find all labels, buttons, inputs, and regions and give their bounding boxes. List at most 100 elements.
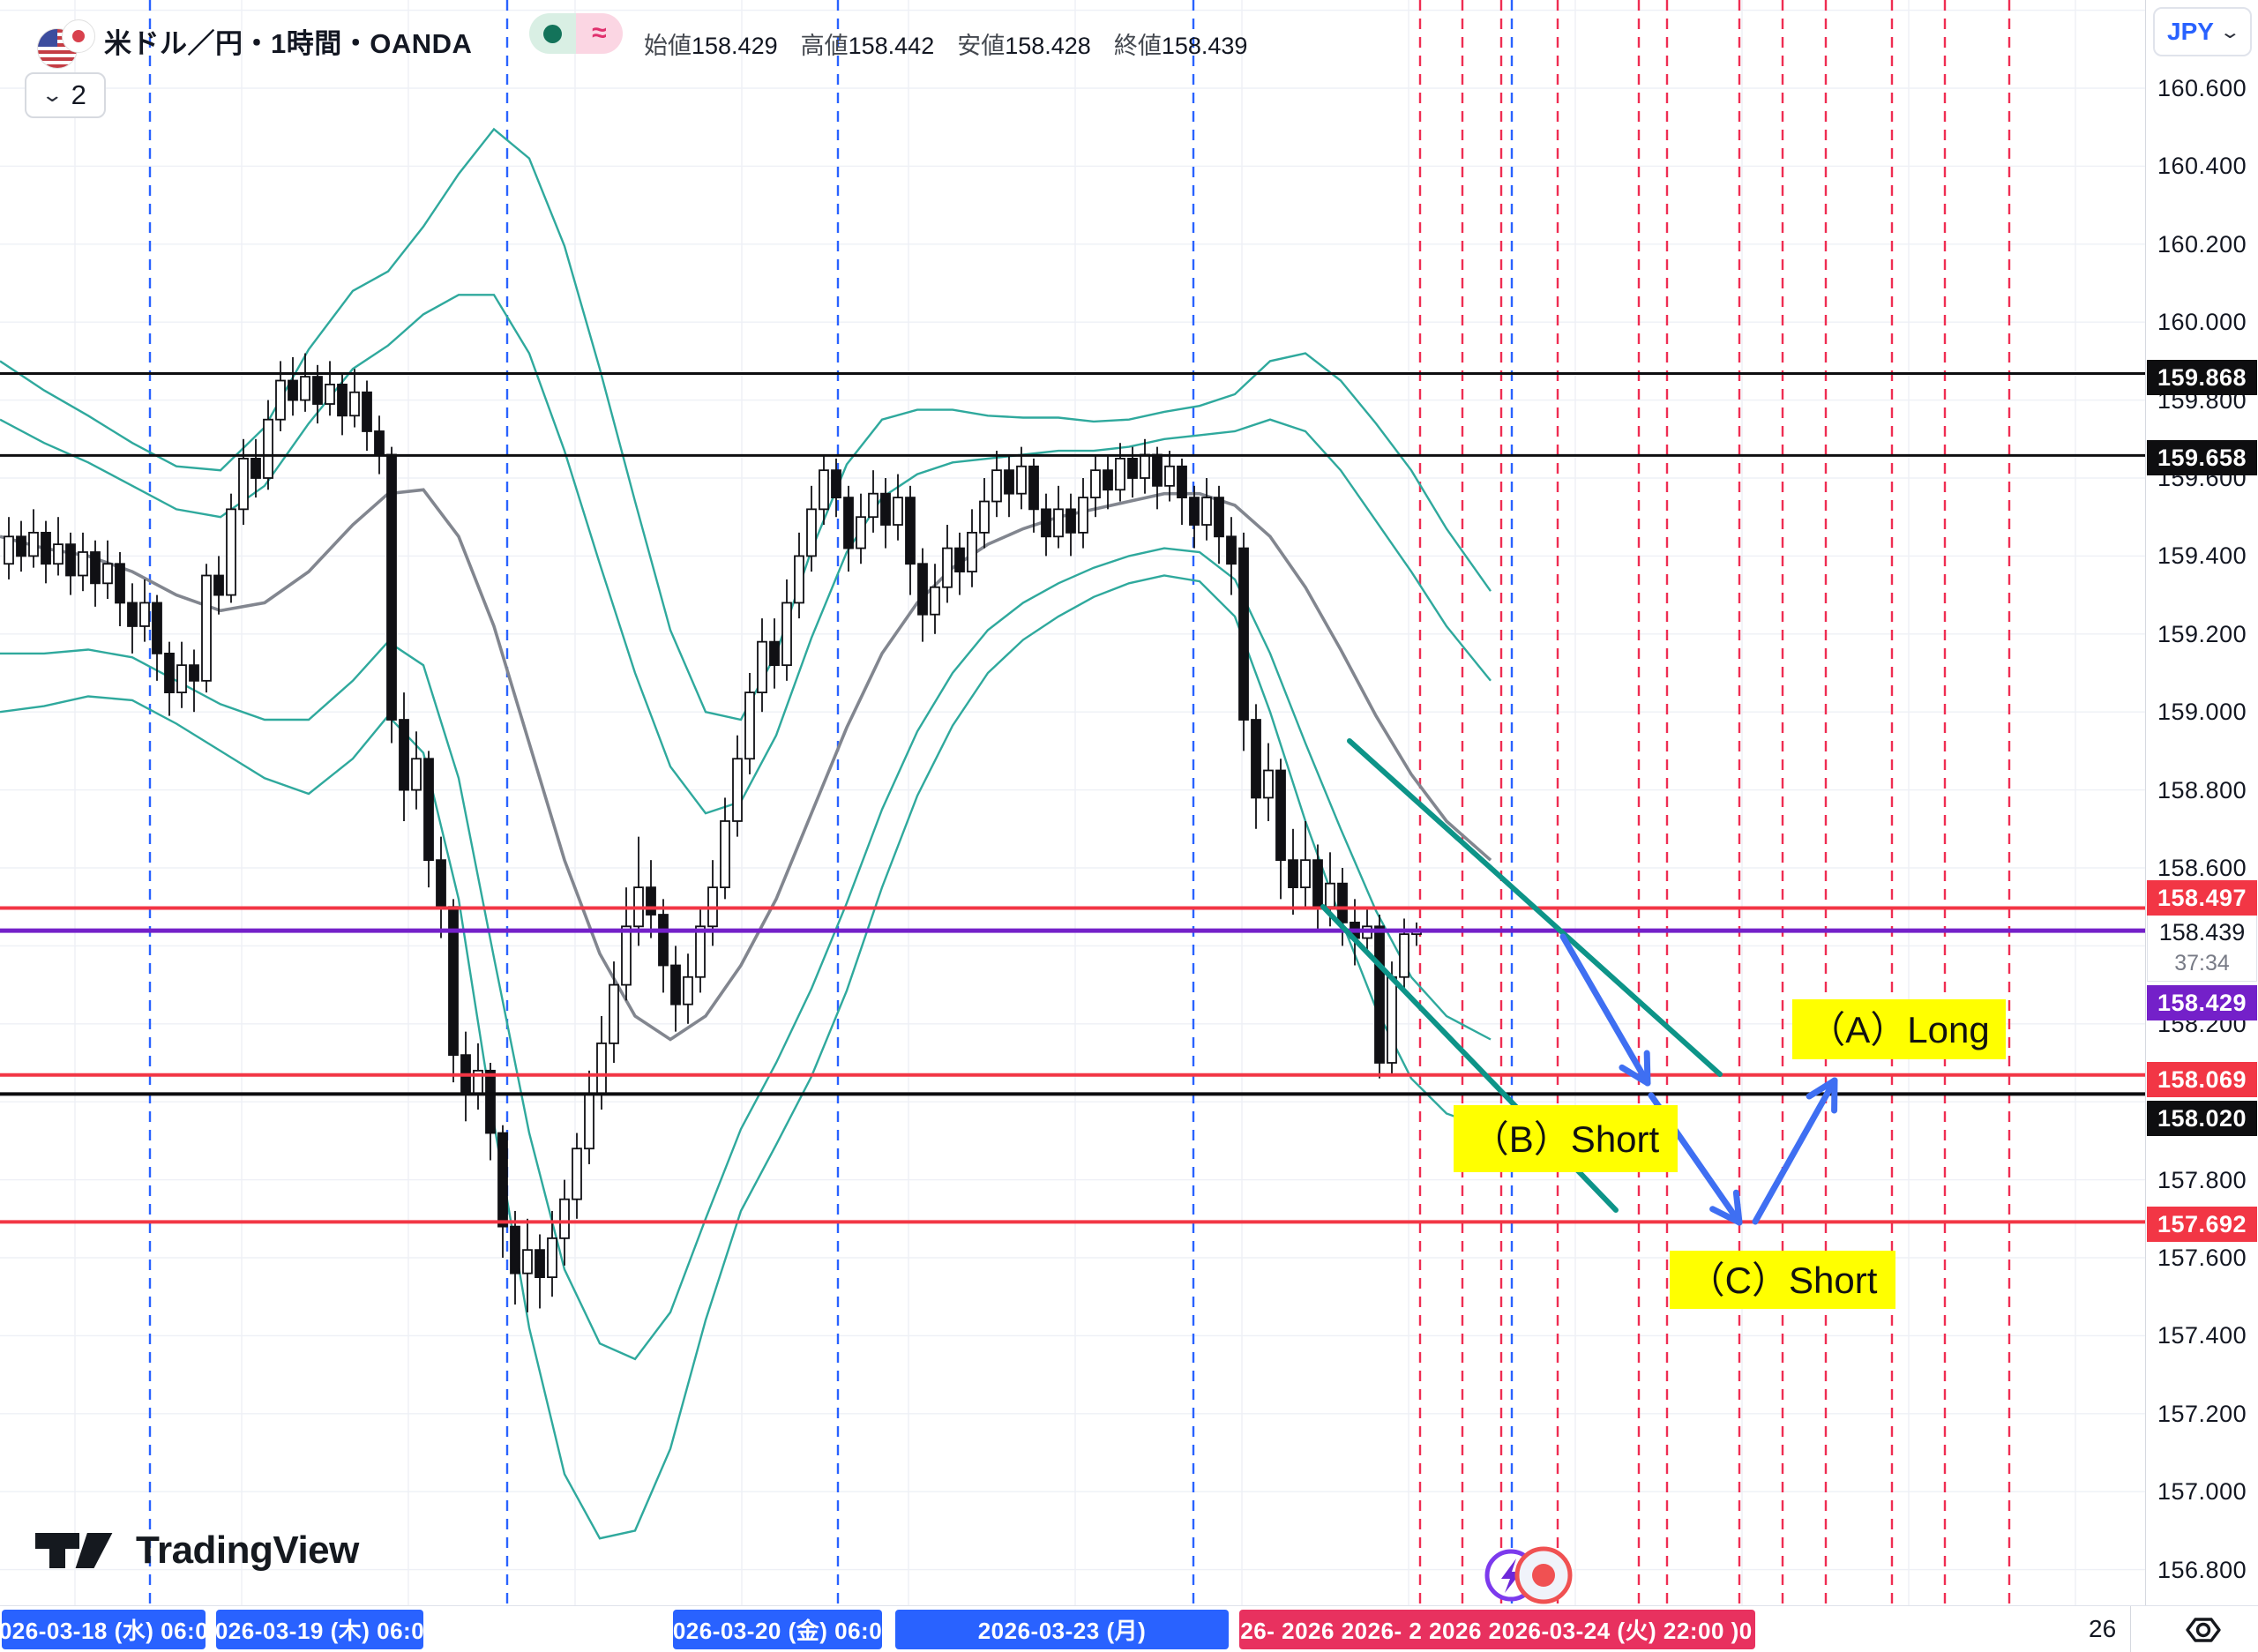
- candle-up: [757, 640, 767, 694]
- axis-level-label[interactable]: 158.429: [2147, 985, 2257, 1020]
- current-price-value: 158.439: [2158, 919, 2246, 946]
- candle-up: [942, 547, 953, 588]
- candle-up: [732, 758, 743, 822]
- price-axis[interactable]: JPY ⌄ 158.439 37:34 160.600 160.400 160.20…: [2146, 0, 2258, 1605]
- drawings-collapse-button[interactable]: ⌄ 2: [25, 72, 106, 118]
- candle-down: [670, 964, 681, 1005]
- candle-up: [584, 1093, 594, 1150]
- candle-up: [201, 574, 212, 682]
- candle-down: [288, 379, 298, 401]
- note-text[interactable]: （B）Short: [1472, 1118, 1660, 1160]
- axis-tick-label: 160.400: [2157, 153, 2247, 180]
- candle-down: [769, 640, 780, 667]
- candle-down: [152, 602, 162, 654]
- axis-level-label[interactable]: 158.497: [2147, 880, 2257, 916]
- candle-up: [609, 983, 619, 1044]
- candle-up: [1164, 465, 1175, 487]
- candle-up: [226, 508, 236, 596]
- bollinger-bands[interactable]: [0, 127, 1492, 1540]
- candle-down: [1177, 465, 1187, 498]
- candle-down: [362, 391, 372, 432]
- axis-level-label[interactable]: 157.692: [2147, 1207, 2257, 1242]
- candle-up: [781, 602, 792, 667]
- axis-tick-label: 157.800: [2157, 1166, 2247, 1193]
- candle-down: [1004, 469, 1014, 495]
- note-box[interactable]: [1454, 1105, 1678, 1172]
- candle-down: [1189, 497, 1200, 526]
- tradingview-logo-text: TradingView: [136, 1529, 359, 1572]
- tradingview-logo-icon: [35, 1533, 113, 1568]
- axis-tick-label: 159.200: [2157, 620, 2247, 647]
- candle-down: [1288, 859, 1298, 888]
- candles: [4, 353, 1422, 1312]
- axis-tick-label: 157.600: [2157, 1245, 2247, 1271]
- chart-canvas[interactable]: （A）Long （B）Short （C）Short: [0, 0, 2145, 1605]
- candle-up: [720, 820, 730, 889]
- time-axis-bar[interactable]: 26 2026-03-18 (水) 06:00 2026-03-19 (木) 06…: [0, 1605, 2258, 1652]
- candle-up: [325, 384, 335, 405]
- candle-up: [139, 602, 150, 627]
- candle-down: [646, 886, 656, 916]
- price-level-lines[interactable]: [0, 372, 2145, 1224]
- bb-upper-outer: [0, 127, 1492, 721]
- candle-down: [535, 1249, 545, 1279]
- arrow-line[interactable]: [1752, 1077, 1838, 1225]
- candle-up: [28, 531, 39, 557]
- time-range-label: 2026-03-19 (木) 06:00: [216, 1610, 423, 1649]
- arrowhead-icon: [1619, 1064, 1651, 1087]
- current-price-label: 158.439 37:34: [2147, 915, 2257, 982]
- candle-up: [1399, 933, 1409, 978]
- candle-down: [189, 664, 199, 682]
- arrow-line[interactable]: [1559, 933, 1651, 1087]
- candle-down: [497, 1132, 508, 1228]
- candle-down: [1238, 547, 1249, 721]
- chevron-down-icon: ⌄: [2219, 22, 2242, 42]
- arrowhead-icon: [1643, 1050, 1651, 1087]
- candle-up: [991, 469, 1002, 503]
- candle-up: [349, 391, 360, 417]
- candle-down: [1251, 719, 1261, 799]
- axis-level-label[interactable]: 158.069: [2147, 1062, 2257, 1097]
- note-box[interactable]: [1792, 999, 2006, 1059]
- candle-down: [831, 469, 841, 498]
- candle-up: [238, 458, 249, 511]
- candle-up: [1090, 469, 1101, 498]
- time-axis-settings-button[interactable]: [2177, 1609, 2230, 1651]
- axis-level-label[interactable]: 159.868: [2147, 360, 2257, 395]
- candle-down: [65, 543, 76, 577]
- candle-up: [621, 925, 632, 986]
- axis-level-label[interactable]: 159.658: [2147, 440, 2257, 475]
- candle-down: [41, 531, 51, 565]
- note-text[interactable]: （C）Short: [1688, 1260, 1878, 1301]
- candle-up: [1387, 976, 1397, 1064]
- time-range-label: 2026-03-23 (月): [895, 1610, 1229, 1649]
- bb-lower-inner: [0, 547, 1492, 1361]
- candle-down: [1226, 535, 1237, 565]
- note-text[interactable]: （A）Long: [1808, 1009, 1989, 1050]
- arrowhead-icon: [1806, 1077, 1838, 1100]
- candle-down: [1103, 469, 1113, 491]
- axis-separator: [2145, 0, 2146, 1605]
- axis-tick-label: 156.800: [2157, 1556, 2247, 1583]
- chevron-down-icon: ⌄: [41, 84, 64, 106]
- axis-level-label[interactable]: 158.020: [2147, 1101, 2257, 1136]
- candle-up: [1201, 497, 1212, 526]
- currency-unit-button[interactable]: JPY ⌄: [2153, 7, 2252, 56]
- candle-up: [78, 551, 88, 577]
- note-box[interactable]: [1670, 1251, 1895, 1309]
- arrowhead-icon: [1709, 1206, 1743, 1226]
- candle-up: [522, 1249, 533, 1275]
- candle-up: [263, 418, 273, 479]
- channel-line[interactable]: [1347, 738, 1723, 1077]
- candle-up: [868, 492, 879, 519]
- candle-down: [1041, 508, 1051, 538]
- projection-arrows[interactable]: [1559, 933, 1838, 1226]
- candle-down: [1337, 882, 1348, 923]
- currency-label: JPY: [2167, 18, 2214, 45]
- candle-up: [1078, 497, 1088, 534]
- event-markers[interactable]: [1484, 1546, 1573, 1604]
- candle-up: [1263, 769, 1274, 799]
- tradingview-logo[interactable]: TradingView: [32, 1528, 359, 1574]
- candle-up: [572, 1147, 582, 1200]
- candle-up: [1016, 465, 1027, 495]
